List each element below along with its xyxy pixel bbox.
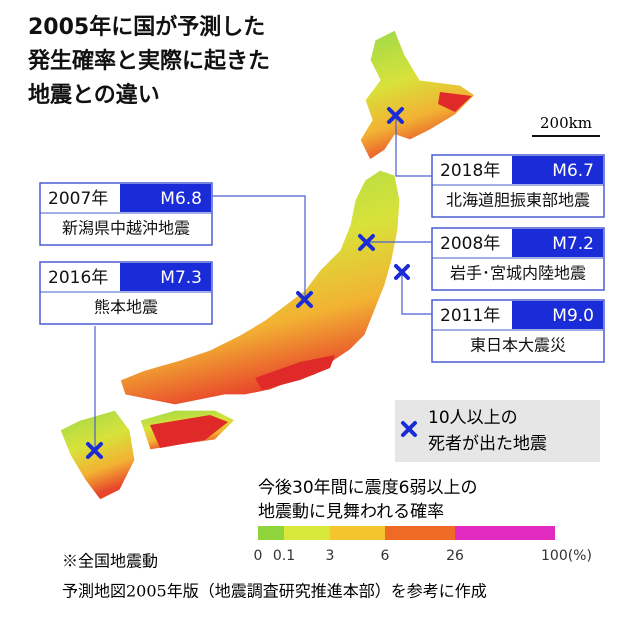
quake-name: 北海道胆振東部地震 xyxy=(446,191,590,210)
quake-name: 熊本地震 xyxy=(94,298,158,317)
quake-magnitude: M6.7 xyxy=(552,161,594,181)
scale-tick-label: 0.1 xyxy=(273,548,295,564)
scale-tick-label: 0 xyxy=(254,548,263,564)
legend-marker xyxy=(401,421,417,437)
connector xyxy=(210,195,306,300)
connectors xyxy=(94,116,432,450)
legend-text: 10人以上の xyxy=(428,408,518,428)
legend-text: 死者が出た地震 xyxy=(428,434,547,454)
quake-magnitude: M9.0 xyxy=(552,306,594,326)
scale-caption: 地震動に見舞われる確率 xyxy=(258,502,444,522)
quake-magnitude: M6.8 xyxy=(160,189,202,209)
quake-name: 岩手･宮城内陸地震 xyxy=(450,264,586,283)
quake-marker xyxy=(86,442,103,459)
footnote: 予測地図2005年版（地震調査研究推進本部）を参考に作成 xyxy=(62,582,487,601)
connector xyxy=(401,272,432,315)
magnitude-bg xyxy=(120,263,211,291)
magnitude-bg xyxy=(512,156,603,184)
scale-tick-label: 6 xyxy=(381,548,390,564)
title-line: 発生確率と実際に起きた xyxy=(27,48,270,74)
magnitude-bg xyxy=(512,301,603,329)
scale-caption: 今後30年間に震度6弱以上の xyxy=(258,478,477,498)
scale-tick-label: 26 xyxy=(446,548,464,564)
quake-marker xyxy=(296,291,313,308)
scale-tick-label: 100(%) xyxy=(541,548,592,564)
scale-tick-label: 3 xyxy=(326,548,335,564)
quake-year: 2018年 xyxy=(440,161,500,181)
quake-year: 2016年 xyxy=(48,268,108,288)
quake-marker xyxy=(394,264,410,280)
color-band xyxy=(330,526,385,540)
quake-magnitude: M7.2 xyxy=(552,234,594,254)
quake-name: 東日本大震災 xyxy=(470,336,566,355)
color-band xyxy=(284,526,330,540)
markers xyxy=(86,107,410,459)
quake-name: 新潟県中越沖地震 xyxy=(62,219,190,238)
color-band xyxy=(385,526,455,540)
title-line: 2005年に国が予測した xyxy=(28,14,265,40)
quake-marker xyxy=(358,234,375,251)
scale-label: 200km xyxy=(540,114,592,132)
magnitude-bg xyxy=(120,184,211,212)
legend-box xyxy=(395,400,600,462)
quake-year: 2008年 xyxy=(440,234,500,254)
quake-year: 2011年 xyxy=(440,306,500,326)
title-line: 地震との違い xyxy=(28,82,160,108)
quake-year: 2007年 xyxy=(48,189,108,209)
connector xyxy=(395,116,432,177)
magnitude-bg xyxy=(512,229,603,257)
color-band xyxy=(455,526,555,540)
color-band xyxy=(258,526,284,540)
honshu xyxy=(119,169,401,406)
color-bar xyxy=(258,526,555,540)
quake-marker xyxy=(387,107,404,124)
quake-magnitude: M7.3 xyxy=(160,268,202,288)
footnote: ※全国地震動 xyxy=(62,552,158,571)
hokkaido xyxy=(359,29,476,161)
